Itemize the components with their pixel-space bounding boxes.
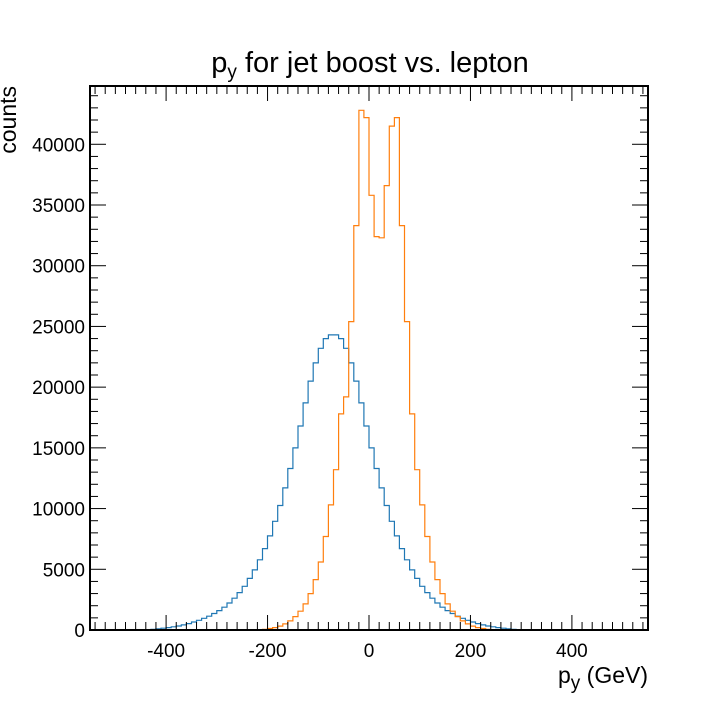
tick-labels-layer: -400 -200 0 200 400 0 5000 10000 15000 20000 25000… bbox=[32, 135, 588, 662]
ticks-layer bbox=[90, 86, 648, 631]
y-tick-label: 40000 bbox=[32, 135, 85, 156]
y-tick-label: 15000 bbox=[32, 439, 85, 460]
x-tick-label: 0 bbox=[364, 641, 375, 662]
y-tick-label: 35000 bbox=[32, 196, 85, 217]
x-tick-label: 200 bbox=[455, 641, 487, 662]
x-tick-label: -200 bbox=[249, 641, 287, 662]
y-tick-label: 0 bbox=[74, 621, 85, 642]
y-axis-title: counts bbox=[0, 86, 21, 154]
x-tick-label: 400 bbox=[556, 641, 588, 662]
x-axis-title-rest: (GeV) bbox=[580, 662, 648, 688]
y-tick-label: 25000 bbox=[32, 317, 85, 338]
chart-title: py for jet boost vs. lepton bbox=[211, 47, 528, 83]
x-tick-label: -400 bbox=[147, 641, 185, 662]
y-tick-label: 10000 bbox=[32, 500, 85, 521]
chart-title-subscript: y bbox=[227, 62, 237, 83]
chart-title-rest: for jet boost vs. lepton bbox=[237, 47, 529, 79]
x-axis-title-main: p bbox=[558, 662, 571, 688]
y-tick-label: 5000 bbox=[43, 560, 85, 581]
y-tick-label: 30000 bbox=[32, 257, 85, 278]
x-axis-title: py (GeV) bbox=[558, 662, 648, 694]
y-tick-label: 20000 bbox=[32, 378, 85, 399]
x-axis-title-subscript: y bbox=[571, 673, 581, 694]
chart-title-main: p bbox=[211, 47, 227, 79]
